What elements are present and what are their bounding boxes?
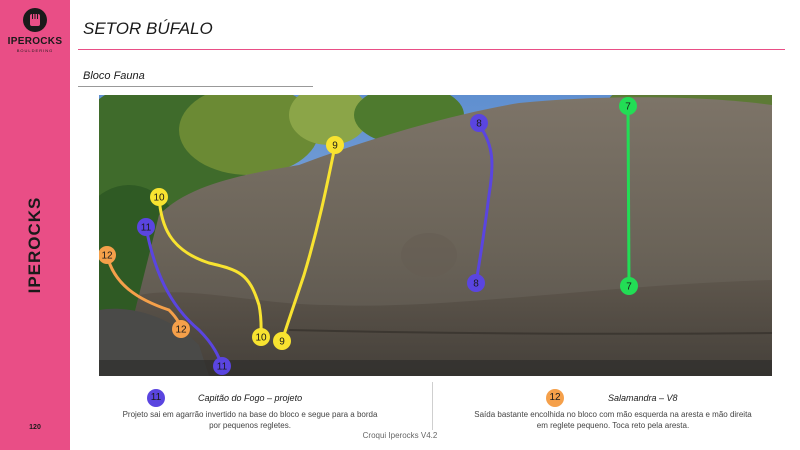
- route-marker-11: 11: [137, 218, 155, 236]
- route-marker-circle: [467, 274, 485, 292]
- logo-name: IPEROCKS: [7, 36, 63, 47]
- column-divider: [432, 382, 433, 430]
- route-marker-circle: [273, 332, 291, 350]
- page-number: 120: [29, 424, 41, 431]
- route-12-name: Salamandra – V8: [608, 393, 678, 403]
- route-marker-label: 8: [473, 279, 479, 290]
- logo-subtitle: BOULDERING: [16, 48, 54, 53]
- route-marker-label: 12: [101, 251, 113, 262]
- sidebar: IPEROCKS BOULDERING IPEROCKS 120: [0, 0, 70, 450]
- route-11-desc-line2: por pequenos regletes.: [209, 421, 291, 430]
- route-12-desc-line2: em reglete pequeno. Toca reto pela arest…: [536, 421, 690, 430]
- fist-icon: [23, 8, 47, 32]
- route-marker-7: 7: [620, 277, 638, 295]
- route-marker-9: 9: [326, 136, 344, 154]
- vertical-brand: IPEROCKS: [25, 196, 44, 294]
- route-11-desc-line1: Projeto sai em agarrão invertido na base…: [122, 410, 378, 419]
- footer-version: Croqui Iperocks V4.2: [362, 431, 438, 440]
- route-marker-circle: [619, 97, 637, 115]
- route-12-description: Saída bastante encolhida no bloco com mã…: [448, 409, 778, 431]
- block-title: Bloco Fauna: [83, 70, 145, 82]
- route-marker-label: 7: [625, 102, 631, 113]
- route-marker-8: 8: [470, 114, 488, 132]
- route-marker-circle: [470, 114, 488, 132]
- route-markers: 7 7 8 8 9 9 10 10 11 11 12 12: [99, 97, 638, 375]
- route-12-badge: 12: [546, 389, 564, 407]
- route-marker-10: 10: [150, 188, 168, 206]
- page-title: SETOR BÚFALO: [83, 19, 213, 38]
- route-marker-7: 7: [619, 97, 637, 115]
- route-marker-12: 12: [172, 320, 190, 338]
- route-marker-10: 10: [252, 328, 270, 346]
- route-11-badge: 11: [147, 389, 165, 407]
- route-marker-circle: [326, 136, 344, 154]
- route-marker-circle: [252, 328, 270, 346]
- route-marker-label: 12: [175, 325, 187, 336]
- route-marker-circle: [150, 188, 168, 206]
- route-marker-label: 9: [332, 141, 338, 152]
- route-marker-9: 9: [273, 332, 291, 350]
- route-11-description: Projeto sai em agarrão invertido na base…: [100, 409, 400, 431]
- route-marker-label: 11: [141, 223, 152, 234]
- route-marker-circle: [213, 357, 231, 375]
- route-marker-circle: [99, 246, 116, 264]
- route-marker-label: 10: [153, 193, 165, 204]
- route-11-name: Capitão do Fogo – projeto: [198, 393, 303, 403]
- route-marker-circle: [137, 218, 155, 236]
- block-underline: [78, 86, 313, 87]
- route-12-desc-line1: Saída bastante encolhida no bloco com mã…: [474, 410, 752, 419]
- route-marker-circle: [620, 277, 638, 295]
- route-marker-label: 8: [476, 119, 482, 130]
- route-marker-label: 11: [217, 362, 228, 373]
- route-marker-label: 10: [255, 333, 267, 344]
- iperocks-logo: IPEROCKS BOULDERING: [7, 8, 63, 62]
- boulder-photo: 7 7 8 8 9 9 10 10 11 11 12 12: [99, 95, 772, 376]
- route-marker-circle: [172, 320, 190, 338]
- route-marker-label: 9: [279, 337, 285, 348]
- route-marker-11: 11: [213, 357, 231, 375]
- route-marker-12: 12: [99, 246, 116, 264]
- route-marker-label: 7: [626, 282, 632, 293]
- route-marker-8: 8: [467, 274, 485, 292]
- title-underline: [78, 49, 785, 50]
